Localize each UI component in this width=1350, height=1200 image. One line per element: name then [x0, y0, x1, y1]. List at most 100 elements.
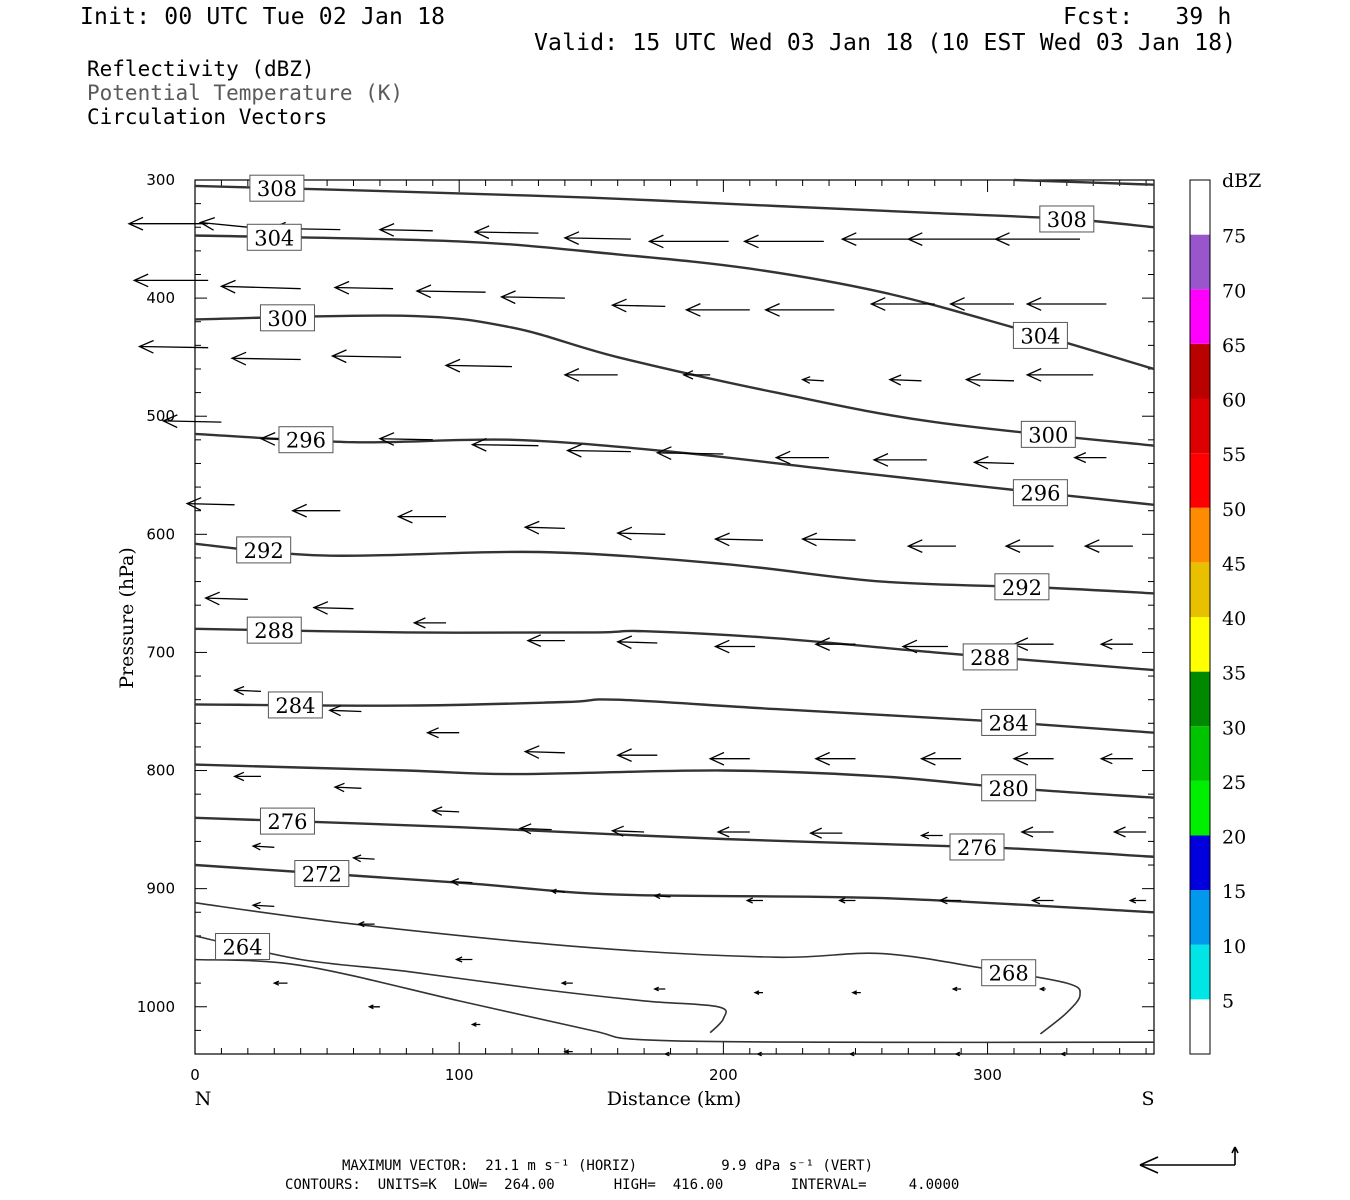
colorbar-label: 45	[1222, 553, 1246, 575]
vector-arrow	[470, 437, 539, 452]
contour-label: 264	[223, 936, 263, 960]
x-axis-label: Distance (km)	[607, 1088, 742, 1110]
vector-arrow	[565, 443, 631, 458]
vector-arrow	[906, 232, 1001, 246]
vector-arrow	[1020, 826, 1054, 838]
vector-arrow	[431, 806, 460, 816]
vector-arrow	[1004, 539, 1054, 553]
vector-arrow	[708, 751, 750, 766]
x-tick-label: 100	[445, 1066, 474, 1084]
vector-arrow	[415, 284, 486, 299]
vector-arrow	[378, 223, 433, 237]
max-vector-note: MAXIMUM VECTOR: 21.1 m s⁻¹ (HORIZ) 9.9 d…	[342, 1158, 874, 1174]
vector-arrow	[333, 782, 362, 793]
vector-arrow	[764, 303, 835, 317]
contour-label: 292	[244, 539, 284, 563]
reflectivity-colorbar: dBZ 5 10 15 20 25 30 35 40 45 50 55 60 65 70 75	[1189, 170, 1261, 1055]
colorbar-label: 55	[1222, 444, 1246, 466]
colorbar-label: 30	[1222, 717, 1246, 739]
vector-arrow	[653, 986, 666, 992]
contour-label-box	[267, 691, 323, 719]
vector-arrow	[616, 748, 658, 762]
contour-label-box	[246, 616, 302, 644]
contour-label: 304	[254, 226, 294, 250]
vector-arrow	[610, 825, 645, 837]
vector-arrow	[814, 751, 856, 766]
vector-arrow	[906, 539, 956, 553]
vector-arrow	[1099, 638, 1133, 650]
vector-arrow	[938, 896, 962, 905]
vector-arrow	[647, 234, 729, 249]
y-tick-label: 1000	[137, 998, 175, 1016]
colorbar-segment	[1190, 343, 1210, 399]
colorbar-segment	[1190, 617, 1210, 672]
vector-arrow	[233, 771, 261, 782]
vector-arrow	[127, 216, 209, 231]
vector-arrow	[1099, 753, 1133, 765]
vector-arrow	[454, 956, 473, 963]
contour-labels: 308 308 304 304 300 300 296 296 292 292 288 288 284 2…	[215, 174, 1095, 987]
contour-label: 288	[254, 619, 294, 643]
colorbar-segment	[1190, 726, 1210, 781]
vector-arrow	[919, 831, 943, 840]
vector-arrow	[499, 290, 565, 305]
vector-arrow	[756, 1051, 763, 1057]
contour-line	[194, 816, 1155, 858]
contour-line	[194, 314, 1155, 447]
vector-arrow	[523, 520, 565, 535]
vector-arrow	[872, 453, 927, 467]
contour-label-box	[259, 807, 315, 835]
field-reflectivity: Reflectivity (dBZ)	[87, 57, 315, 81]
vector-arrow	[713, 639, 756, 654]
vector-arrow	[616, 635, 658, 650]
vector-arrow	[251, 901, 275, 910]
colorbar-segment	[1190, 562, 1210, 617]
plot-frame	[194, 179, 1155, 1055]
x-tick-label: 300	[973, 1066, 1002, 1084]
vector-arrow	[204, 591, 248, 606]
contour-line	[1013, 178, 1155, 186]
axes: Distance (km) N S Pressure (hPa) 0 100 200…	[116, 171, 1155, 1110]
theta-contours	[194, 178, 1155, 1044]
vector-arrow	[449, 877, 473, 886]
vector-arrow	[1012, 751, 1054, 766]
vector-arrow	[655, 446, 724, 460]
colorbar-border	[1189, 179, 1211, 1055]
init-time: Init: 00 UTC Tue 02 Jan 18	[80, 4, 446, 30]
y-tick-label: 500	[146, 407, 175, 425]
contour-label: 308	[1047, 208, 1087, 232]
colorbar-segment	[1190, 507, 1210, 563]
vector-arrow	[526, 634, 565, 647]
contour-label: 284	[275, 694, 315, 718]
colorbar-label: 65	[1222, 335, 1246, 357]
vector-arrow	[523, 745, 565, 759]
contours-note: CONTOURS: UNITS=K LOW= 264.00 HIGH= 416.…	[285, 1177, 960, 1193]
colorbar-segment	[1190, 835, 1210, 891]
contour-line	[194, 863, 1155, 914]
field-theta: Potential Temperature (K)	[87, 81, 404, 105]
vector-arrow	[563, 231, 631, 245]
vector-arrow	[425, 727, 460, 739]
contour-label-box	[249, 174, 305, 202]
vector-arrow	[550, 888, 565, 895]
vector-arrow	[396, 509, 446, 524]
vector-arrow	[901, 639, 948, 654]
plot-border	[194, 179, 1155, 1055]
vector-arrow	[1112, 826, 1147, 838]
vector-arrow	[1083, 539, 1133, 553]
vector-arrow	[774, 450, 829, 465]
colorbar-label: 75	[1222, 226, 1246, 248]
colorbar-segment	[1190, 944, 1210, 1000]
colorbar-label: 40	[1222, 608, 1246, 630]
vector-arrow	[470, 1022, 481, 1027]
contour-label: 284	[989, 711, 1029, 735]
vector-arrow	[964, 373, 1015, 387]
x-axis-right-end: S	[1141, 1088, 1154, 1110]
vector-arrow	[809, 827, 843, 839]
vector-arrow	[1059, 1051, 1067, 1057]
contour-label: 276	[267, 810, 307, 834]
colorbar-label: 50	[1222, 499, 1246, 521]
vector-arrow	[233, 685, 262, 696]
vector-arrow	[560, 980, 573, 986]
